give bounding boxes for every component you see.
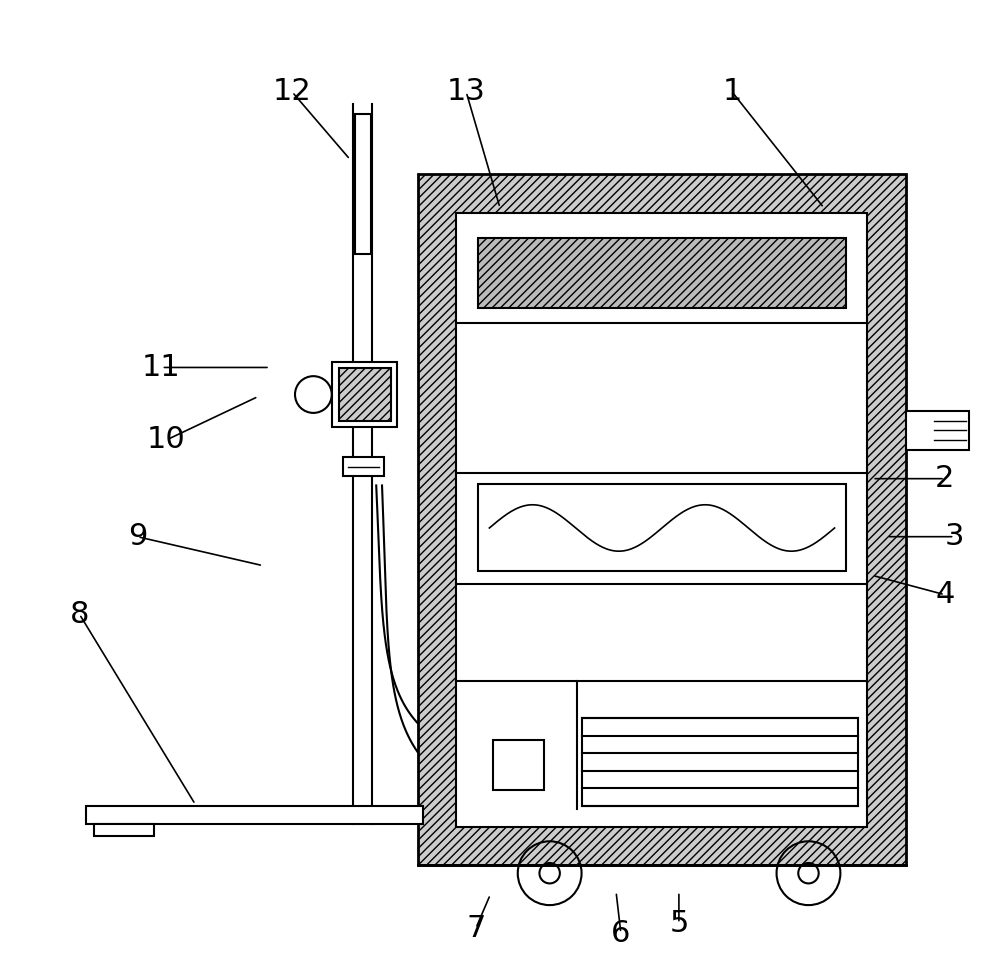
Bar — [493, 740, 544, 790]
Bar — [343, 457, 384, 476]
Bar — [478, 484, 846, 571]
Text: 10: 10 — [147, 425, 186, 454]
Bar — [355, 114, 371, 254]
Text: 12: 12 — [273, 77, 311, 106]
Text: 11: 11 — [142, 353, 181, 382]
Text: 4: 4 — [935, 580, 955, 609]
Text: 6: 6 — [611, 919, 631, 948]
Bar — [332, 362, 397, 427]
Bar — [418, 174, 906, 865]
Text: 9: 9 — [128, 522, 147, 551]
Text: 8: 8 — [70, 600, 89, 629]
Bar — [94, 824, 154, 836]
Text: 5: 5 — [669, 909, 689, 938]
Bar — [339, 368, 391, 421]
Text: 3: 3 — [945, 522, 964, 551]
Text: 7: 7 — [466, 914, 486, 943]
Bar — [86, 806, 423, 824]
Bar — [582, 718, 858, 806]
Text: 13: 13 — [447, 77, 486, 106]
Bar — [456, 213, 867, 827]
Text: 2: 2 — [935, 464, 955, 493]
Text: 1: 1 — [722, 77, 742, 106]
Bar — [478, 238, 846, 308]
Bar — [906, 411, 969, 450]
